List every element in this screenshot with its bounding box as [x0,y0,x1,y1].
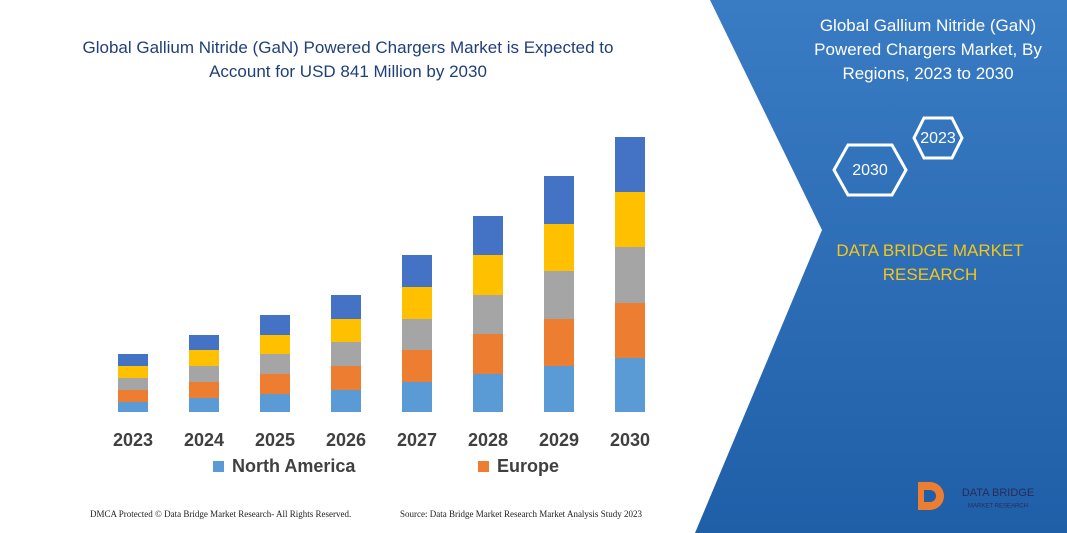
bar-segment [189,366,219,382]
bar-segment [615,358,645,412]
bar-segment [260,354,290,374]
bar-segment [402,255,432,287]
bar-segment [544,319,574,366]
legend-label: Europe [497,456,559,476]
bar-segment [331,342,361,366]
bar-segment [331,390,361,412]
legend-swatch [213,461,224,472]
side-panel [695,0,1067,533]
logo-tagline: MARKET RESEARCH [968,504,1028,510]
bar-segment [544,271,574,319]
bar-segment [473,216,503,255]
bar-segment [189,335,219,350]
hexagon-label: 2023 [920,130,956,147]
footer-right: Source: Data Bridge Market Research Mark… [400,509,642,519]
text-line: Global Gallium Nitride (GaN) [820,16,1036,35]
bar-segment [118,402,148,412]
bar-segment [260,335,290,354]
text-line: RESEARCH [883,265,977,284]
bar-segment [473,334,503,374]
hexagon [832,143,908,197]
text-line: Regions, 2023 to 2030 [842,64,1013,83]
bar-segment [402,287,432,319]
bar-segment [615,192,645,247]
bar-segment [544,366,574,412]
bar-segment [118,378,148,390]
bar-segment [189,350,219,366]
bar-segment [473,374,503,412]
x-tick-label: 2028 [468,430,508,450]
x-tick-label: 2024 [184,430,224,450]
text-line: Powered Chargers Market, By [814,40,1042,59]
bar-segment [189,398,219,412]
x-tick-label: 2029 [539,430,579,450]
bar-segment [118,390,148,402]
legend-label: North America [232,456,356,476]
bar-segment [331,319,361,342]
bar-segment [118,354,148,366]
hexagon [912,116,964,160]
legend-swatch [478,461,489,472]
bar-segment [615,247,645,303]
bar-segment [189,382,219,398]
bar-segment [402,319,432,350]
text-line: Global Gallium Nitride (GaN) Powered Cha… [83,38,614,57]
text-line: DATA BRIDGE MARKET [836,241,1023,260]
x-tick-label: 2026 [326,430,366,450]
x-tick-label: 2023 [113,430,153,450]
footer-left: DMCA Protected © Data Bridge Market Rese… [90,509,351,519]
text-line: Account for USD 841 Million by 2030 [209,62,487,81]
bar-segment [260,374,290,394]
logo-icon [924,490,936,502]
bar-segment [402,350,432,382]
bar-segment [473,255,503,295]
bar-segment [615,137,645,192]
hexagon-label: 2030 [852,162,888,179]
x-tick-label: 2030 [610,430,650,450]
bar-segment [118,366,148,378]
x-tick-label: 2027 [397,430,437,450]
bar-segment [331,295,361,319]
chart-title: Global Gallium Nitride (GaN) Powered Cha… [83,38,614,81]
bar-segment [473,295,503,334]
x-tick-label: 2025 [255,430,295,450]
bar-segment [260,315,290,335]
bar-segment [260,394,290,412]
bar-segment [615,303,645,358]
bar-segment [544,224,574,271]
bar-segment [402,382,432,412]
bar-segment [331,366,361,390]
logo-name: DATA BRIDGE [962,487,1034,499]
bar-segment [544,176,574,224]
brand: DATA BRIDGE MARKET RESEARCH [836,241,1023,284]
panel-title: Global Gallium Nitride (GaN) Powered Char… [814,16,1042,83]
